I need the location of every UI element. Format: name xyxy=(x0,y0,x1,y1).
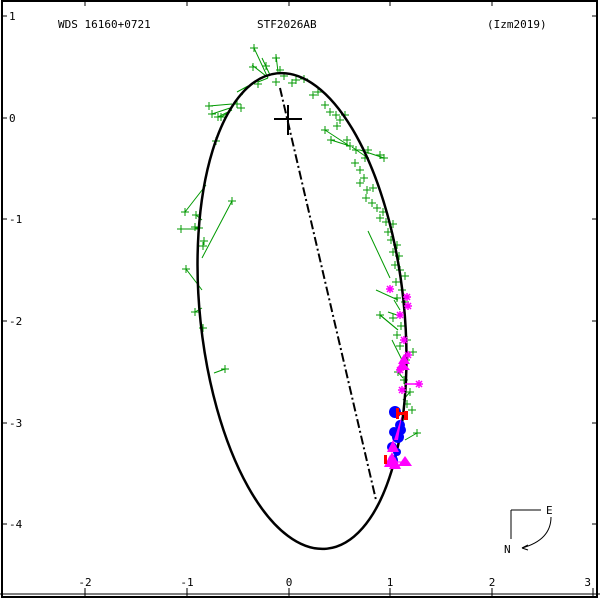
orbit-reference: (Izm2019) xyxy=(487,18,547,31)
svg-text:0: 0 xyxy=(286,576,293,589)
adaptive-optics-observations xyxy=(384,408,408,464)
speckle-observations xyxy=(386,285,423,394)
svg-text:-1: -1 xyxy=(9,213,22,226)
y-tick-labels: 1 0 -1 -2 -3 -4 xyxy=(9,10,23,531)
svg-text:3: 3 xyxy=(584,576,591,589)
line-of-nodes xyxy=(279,87,377,501)
svg-text:-1: -1 xyxy=(180,576,193,589)
x-ticks xyxy=(84,1,594,596)
orientation-compass xyxy=(510,509,552,551)
pair-name: STF2026AB xyxy=(257,18,317,31)
svg-text:2: 2 xyxy=(489,576,496,589)
svg-text:-3: -3 xyxy=(9,417,22,430)
svg-text:-2: -2 xyxy=(9,315,22,328)
svg-text:1: 1 xyxy=(387,576,394,589)
orbit-ellipse xyxy=(196,71,408,551)
svg-text:-4: -4 xyxy=(9,518,23,531)
speckle-triangle-observations xyxy=(384,354,412,469)
x-tick-labels: -2 -1 0 1 2 3 xyxy=(78,576,591,589)
compass-east-label: E xyxy=(546,504,553,517)
svg-text:-2: -2 xyxy=(78,576,91,589)
visual-observations xyxy=(177,44,421,441)
svg-text:0: 0 xyxy=(9,112,16,125)
primary-star-cross xyxy=(274,105,302,135)
svg-text:1: 1 xyxy=(9,10,16,23)
wds-id: WDS 16160+0721 xyxy=(58,18,151,31)
y-ticks xyxy=(2,15,597,525)
compass-north-label: N xyxy=(504,543,511,556)
